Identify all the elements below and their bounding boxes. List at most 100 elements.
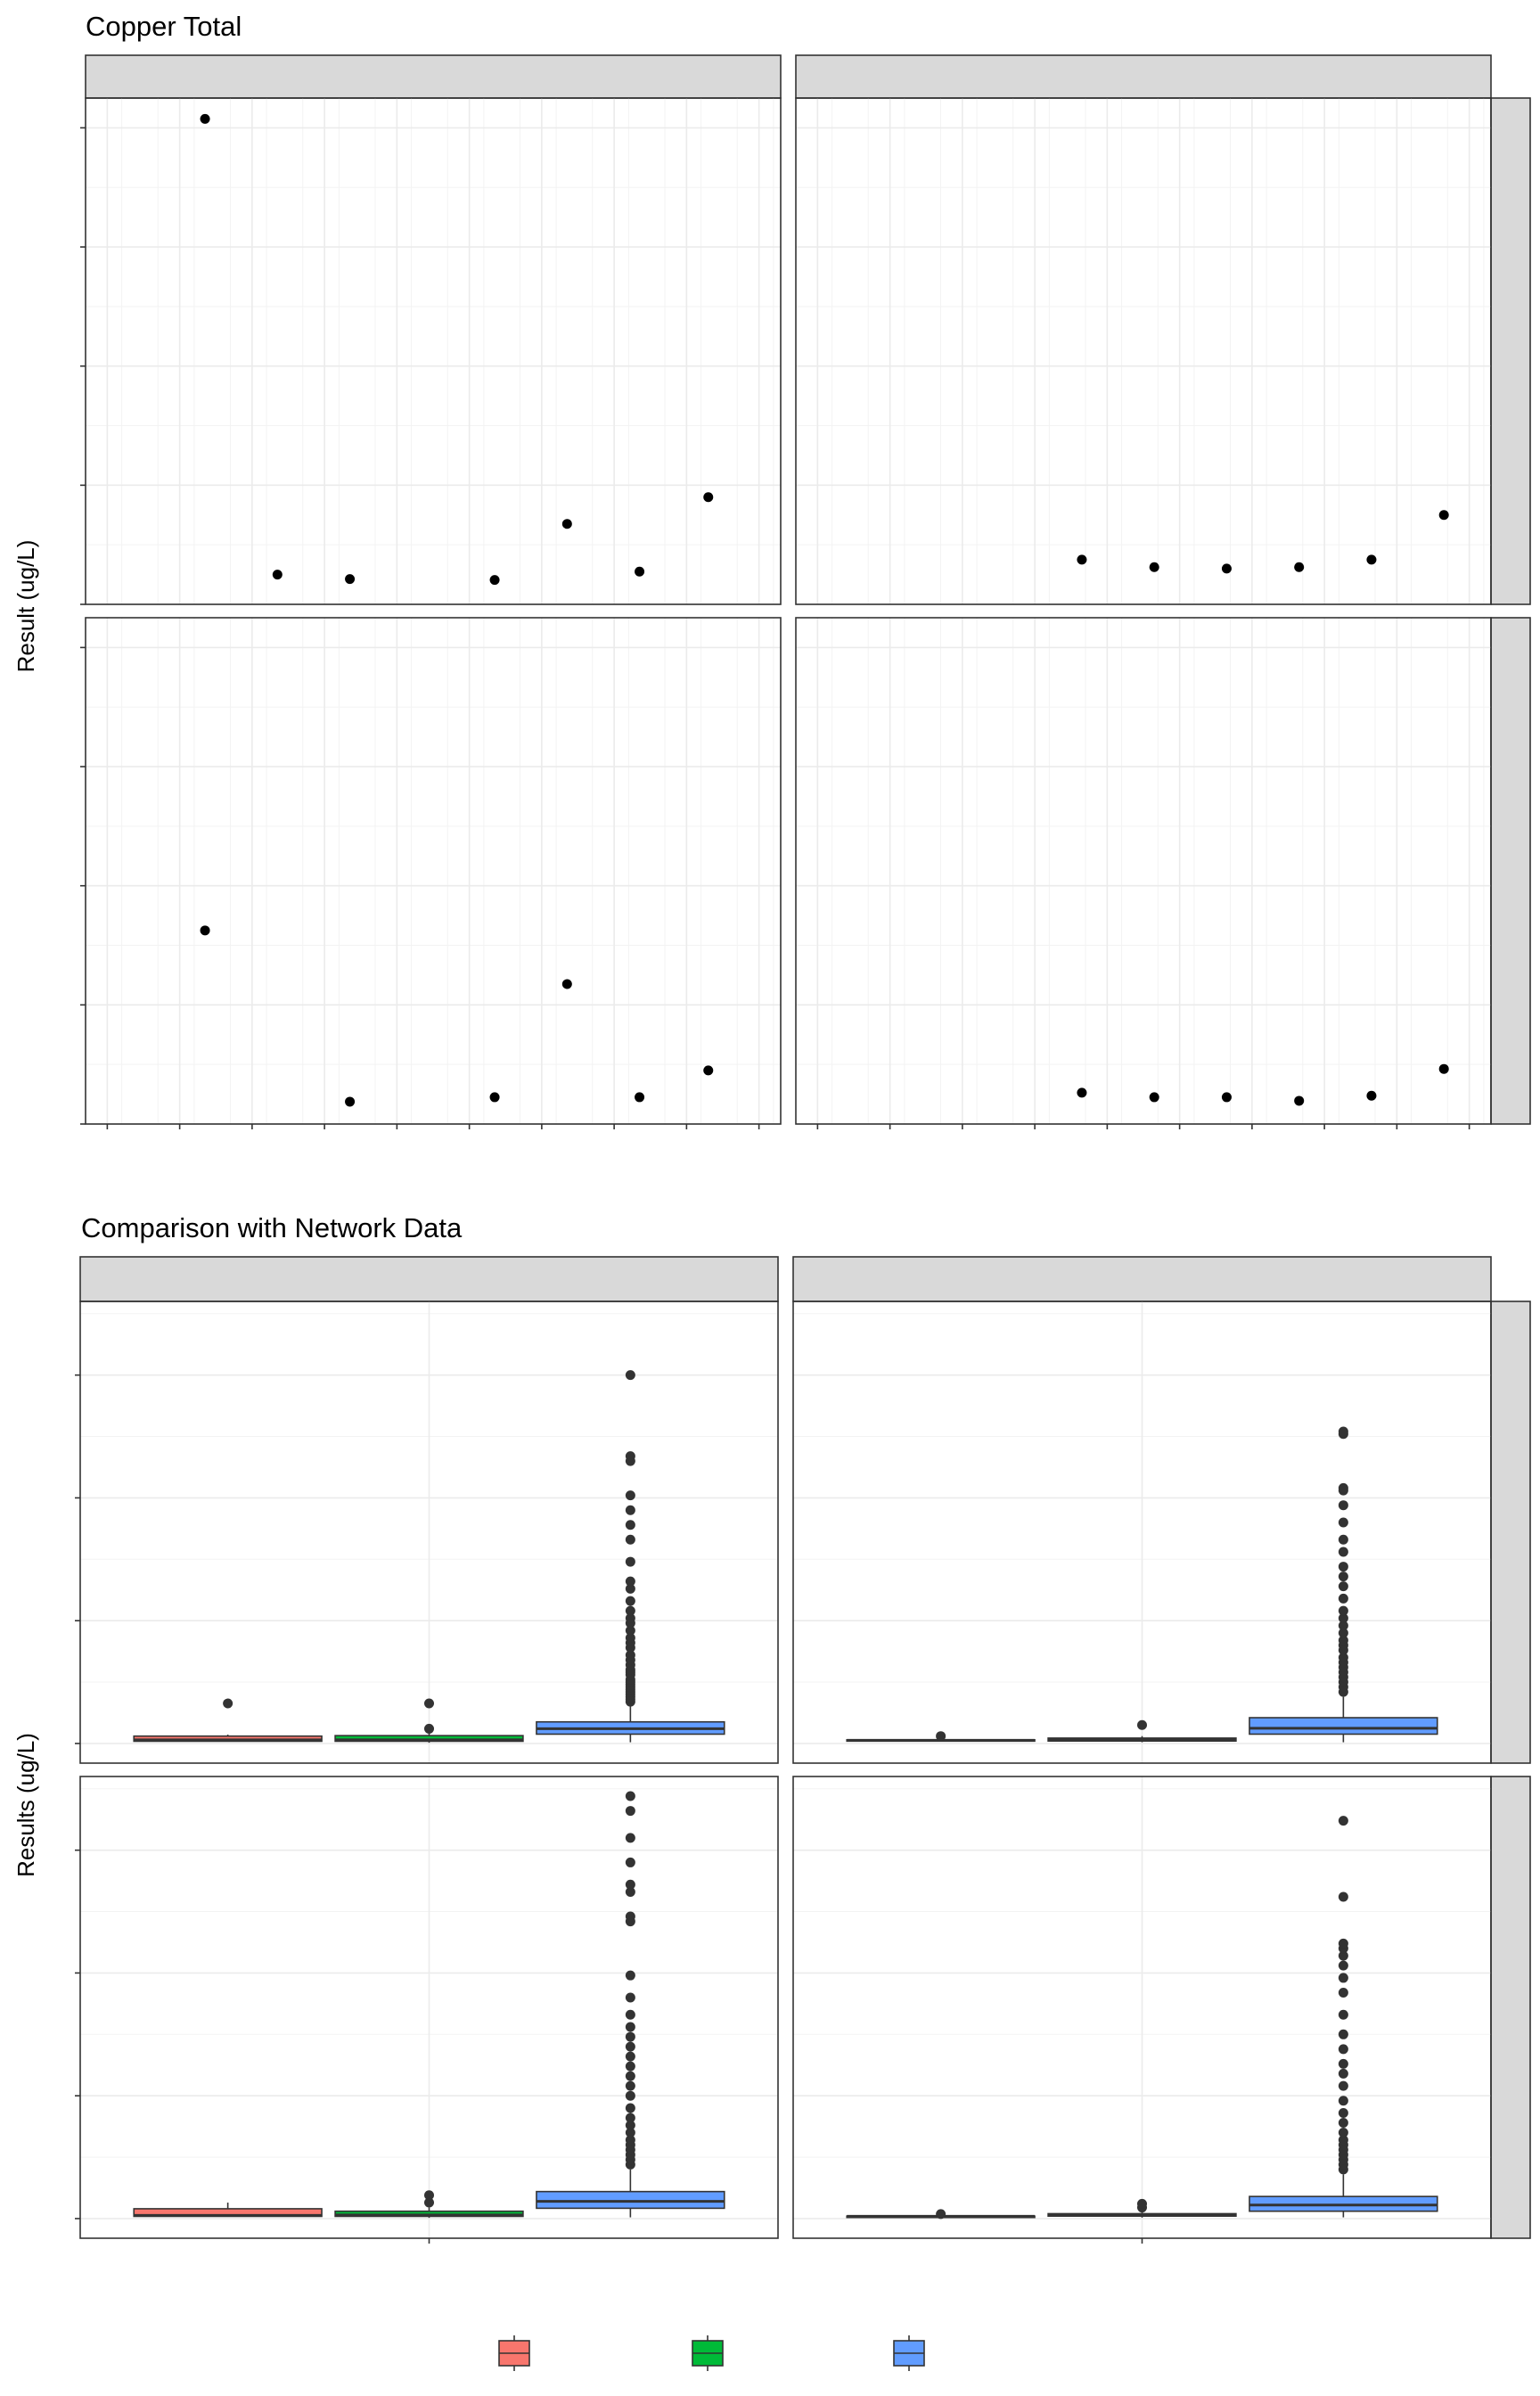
outlier-point <box>1338 2080 1348 2091</box>
legend <box>498 2335 925 2371</box>
box-premier-lake <box>846 1731 1036 1743</box>
box-body <box>334 1735 524 1743</box>
data-point <box>1149 562 1159 572</box>
outlier-point <box>1338 1581 1348 1592</box>
box-network-data <box>1249 1816 1438 2218</box>
box-premier-lake <box>133 2203 323 2218</box>
panel-border <box>795 617 1492 1125</box>
outlier-point <box>1338 1562 1348 1572</box>
panel-spring-hypolimnion <box>75 1776 779 2244</box>
outlier-point <box>625 1534 635 1545</box>
chart-title-comparison: Comparison with Network Data <box>81 1212 463 1243</box>
outlier-point <box>936 1731 946 1742</box>
outlier-point <box>625 1605 635 1616</box>
strip-bg-epilimnion <box>1490 97 1531 605</box>
strip-bg-epilimnion <box>1490 1301 1531 1764</box>
data-point <box>703 1065 714 1076</box>
outlier-point <box>1338 1973 1348 1983</box>
outlier-point <box>1338 1547 1348 1557</box>
data-point <box>1294 1095 1305 1106</box>
data-point <box>1366 1090 1377 1101</box>
legend-item-network-data <box>893 2335 925 2371</box>
outlier-point <box>1137 1719 1147 1730</box>
data-point <box>1077 554 1087 565</box>
box-regional-data <box>334 2190 524 2219</box>
panel-spring-hypolimnion <box>80 617 782 1129</box>
data-point <box>200 925 210 936</box>
outlier-point <box>625 1857 635 1867</box>
data-point <box>345 574 356 585</box>
chart-title-copper-total: Copper Total <box>86 11 242 42</box>
strip-bg-hypolimnion <box>1490 1776 1531 2239</box>
outlier-point <box>625 1887 635 1897</box>
data-point <box>635 1092 645 1103</box>
data-point <box>561 979 572 989</box>
box-regional-data <box>1047 1719 1237 1743</box>
box-body <box>536 2190 725 2210</box>
outlier-point <box>424 2190 434 2201</box>
outlier-point <box>625 1596 635 1606</box>
outlier-point <box>625 2090 635 2101</box>
outlier-point <box>1338 2068 1348 2079</box>
outlier-point <box>625 1556 635 1567</box>
outlier-point <box>1338 1426 1348 1437</box>
y-axis-title-boxplot: Results (ug/L) <box>12 1733 39 1877</box>
y-axis-title-scatter: Result (ug/L) <box>12 540 39 673</box>
strip-bg-summer <box>795 54 1492 99</box>
data-point <box>1294 562 1305 572</box>
outlier-point <box>1338 1891 1348 1902</box>
outlier-point <box>1338 1482 1348 1493</box>
outlier-point <box>1338 1987 1348 1998</box>
panel-spring-epilimnion <box>75 1301 779 1764</box>
outlier-point <box>424 1723 434 1734</box>
outlier-point <box>1338 1816 1348 1826</box>
outlier-point <box>424 2197 434 2208</box>
outlier-point <box>1338 2107 1348 2118</box>
data-point <box>561 519 572 529</box>
outlier-point <box>625 1583 635 1594</box>
outlier-point <box>625 2051 635 2062</box>
outlier-point <box>625 1632 635 1643</box>
boxplot-facet-grid <box>75 1256 1531 2244</box>
outlier-point <box>625 1625 635 1636</box>
outlier-point <box>625 1505 635 1515</box>
outlier-point <box>1338 2135 1348 2146</box>
data-point <box>1221 1092 1232 1103</box>
outlier-point <box>625 1520 635 1530</box>
outlier-point <box>625 1490 635 1501</box>
outlier-point <box>625 1911 635 1922</box>
outlier-point <box>625 1612 635 1623</box>
panel-summer-epilimnion <box>795 97 1492 605</box>
box-regional-data <box>334 1698 524 1744</box>
outlier-point <box>1338 1628 1348 1638</box>
data-point <box>489 1092 500 1103</box>
outlier-point <box>1137 2198 1147 2209</box>
panel-border <box>85 97 782 605</box>
outlier-point <box>625 2022 635 2032</box>
data-point <box>703 492 714 503</box>
data-point <box>1221 563 1232 574</box>
strip-bg-hypolimnion <box>1490 617 1531 1125</box>
strip-bg-spring <box>79 1256 779 1302</box>
panel-border <box>79 1301 779 1764</box>
data-point <box>272 570 283 580</box>
panel-summer-hypolimnion <box>792 1776 1492 2244</box>
outlier-point <box>625 1576 635 1587</box>
box-network-data <box>1249 1426 1438 1743</box>
outlier-point <box>625 1370 635 1381</box>
strip-bg-summer <box>792 1256 1492 1302</box>
box-premier-lake <box>846 2209 1036 2220</box>
outlier-point <box>625 1806 635 1817</box>
outlier-point <box>1338 2009 1348 2020</box>
outlier-point <box>1338 1950 1348 1961</box>
outlier-point <box>625 2041 635 2052</box>
outlier-point <box>1338 1571 1348 1582</box>
outlier-point <box>625 1451 635 1462</box>
data-point <box>635 566 645 577</box>
box-network-data <box>536 1791 725 2218</box>
outlier-point <box>1338 1653 1348 1663</box>
outlier-point <box>1338 2118 1348 2128</box>
outlier-point <box>1338 1635 1348 1645</box>
outlier-point <box>1338 1517 1348 1528</box>
